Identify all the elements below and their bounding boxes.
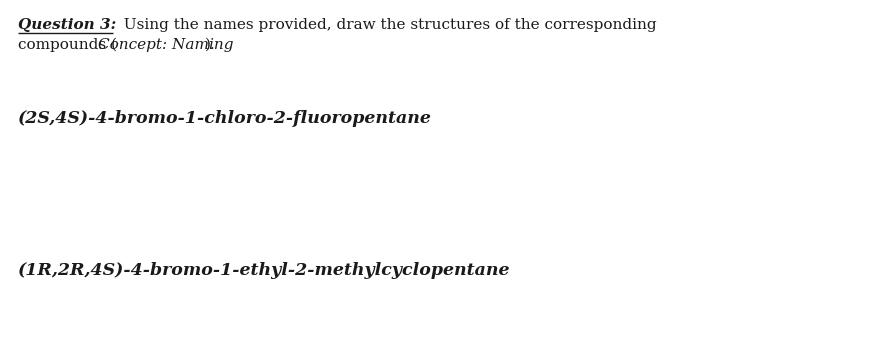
Text: Using the names provided, draw the structures of the corresponding: Using the names provided, draw the struc… bbox=[114, 18, 656, 32]
Text: Concept: Naming: Concept: Naming bbox=[98, 38, 233, 52]
Text: (2S,4S)-4-bromo-1-chloro-2-fluoropentane: (2S,4S)-4-bromo-1-chloro-2-fluoropentane bbox=[18, 110, 432, 127]
Text: compounds (: compounds ( bbox=[18, 38, 117, 52]
Text: (1R,2R,4S)-4-bromo-1-ethyl-2-methylcyclopentane: (1R,2R,4S)-4-bromo-1-ethyl-2-methylcyclo… bbox=[18, 262, 510, 279]
Text: ).: ). bbox=[205, 38, 216, 52]
Text: Question 3:: Question 3: bbox=[18, 18, 116, 32]
